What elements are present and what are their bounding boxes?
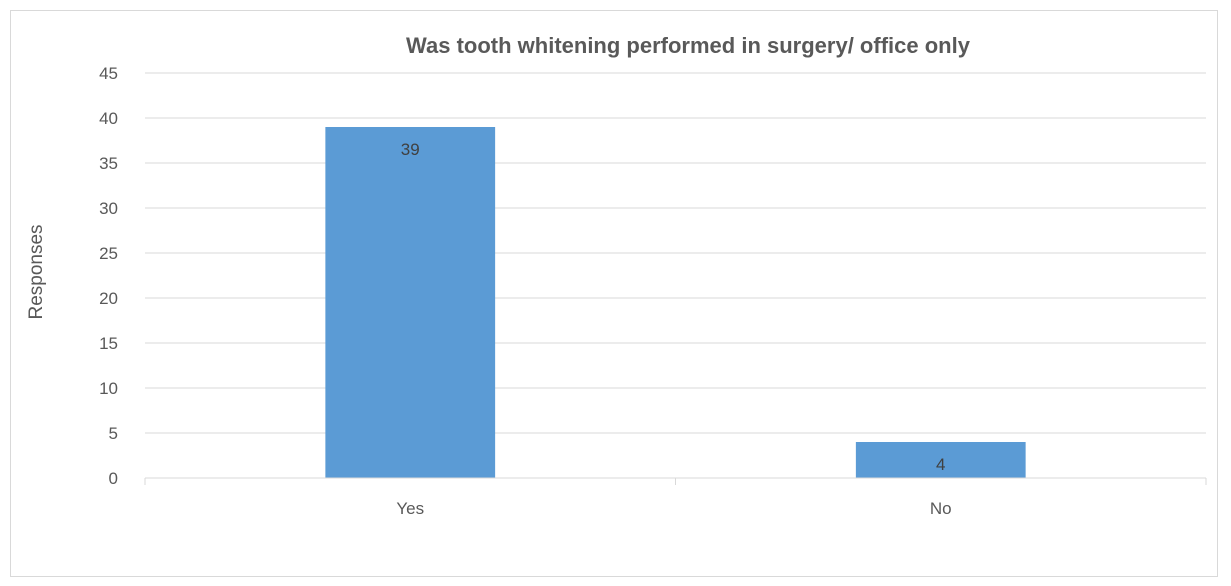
y-tick-label: 5 — [109, 424, 118, 443]
x-tick-label: No — [930, 499, 952, 518]
y-axis-ticks: 0 5 10 15 20 25 30 35 40 45 — [99, 64, 118, 488]
y-tick-label: 30 — [99, 199, 118, 218]
y-tick-label: 25 — [99, 244, 118, 263]
y-tick-label: 35 — [99, 154, 118, 173]
data-label: 4 — [936, 455, 945, 474]
data-labels: 39 4 — [401, 140, 946, 474]
x-tick-label: Yes — [396, 499, 424, 518]
chart-frame — [10, 10, 1218, 577]
x-axis-ticks: Yes No — [396, 499, 951, 518]
y-axis-label: Responses — [26, 224, 47, 319]
y-tick-label: 15 — [99, 334, 118, 353]
gridlines — [145, 72, 1206, 434]
bar-no — [855, 442, 1026, 478]
y-tick-label: 45 — [99, 64, 118, 83]
bar-yes — [325, 127, 496, 478]
data-label: 39 — [401, 140, 420, 159]
x-axis — [144, 477, 1207, 485]
chart-title: Was tooth whitening performed in surgery… — [406, 33, 971, 58]
bars — [325, 127, 1026, 478]
y-tick-label: 20 — [99, 289, 118, 308]
y-tick-label: 10 — [99, 379, 118, 398]
y-tick-label: 40 — [99, 109, 118, 128]
y-tick-label: 0 — [109, 469, 118, 488]
